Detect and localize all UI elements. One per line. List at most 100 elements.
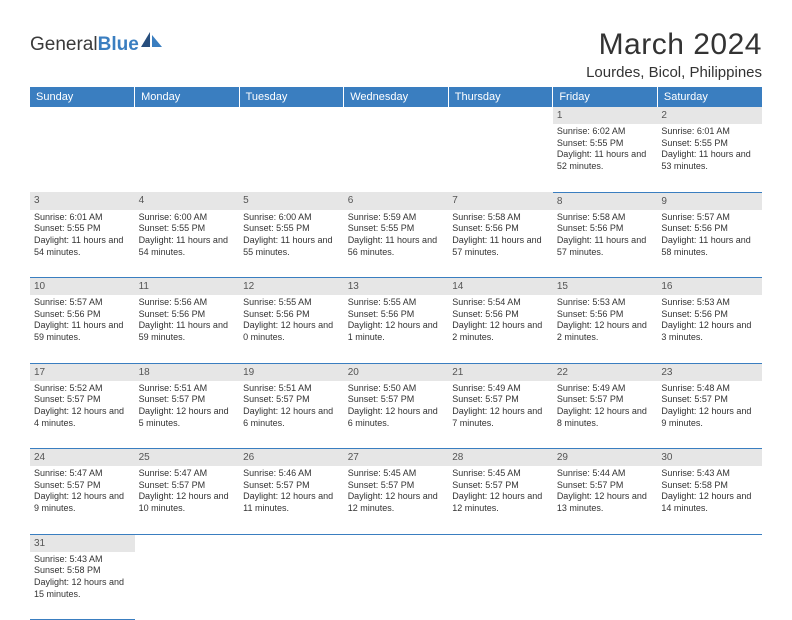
cell-lines: Sunrise: 5:43 AMSunset: 5:58 PMDaylight:… bbox=[661, 468, 758, 515]
logo-word-general: General bbox=[30, 34, 98, 56]
cell-lines: Sunrise: 5:48 AMSunset: 5:57 PMDaylight:… bbox=[661, 383, 758, 430]
day-cell: Sunrise: 6:00 AMSunset: 5:55 PMDaylight:… bbox=[135, 210, 240, 278]
day-cell bbox=[239, 552, 344, 620]
day-cell: Sunrise: 5:55 AMSunset: 5:56 PMDaylight:… bbox=[239, 295, 344, 363]
cell-line: Sunrise: 5:57 AM bbox=[661, 212, 758, 224]
day-cell: Sunrise: 5:53 AMSunset: 5:56 PMDaylight:… bbox=[657, 295, 762, 363]
cell-line: Daylight: 11 hours and 59 minutes. bbox=[34, 320, 131, 343]
day-number bbox=[448, 534, 553, 552]
page: GeneralBlue March 2024 Lourdes, Bicol, P… bbox=[0, 0, 792, 620]
cell-line: Sunset: 5:57 PM bbox=[139, 480, 236, 492]
cell-lines: Sunrise: 5:44 AMSunset: 5:57 PMDaylight:… bbox=[557, 468, 654, 515]
cell-line: Daylight: 11 hours and 53 minutes. bbox=[661, 149, 758, 172]
cell-line: Sunrise: 5:52 AM bbox=[34, 383, 131, 395]
cell-line: Daylight: 12 hours and 4 minutes. bbox=[34, 406, 131, 429]
day-cell: Sunrise: 6:02 AMSunset: 5:55 PMDaylight:… bbox=[553, 124, 658, 192]
cell-line: Sunrise: 6:00 AM bbox=[139, 212, 236, 224]
cell-line: Sunrise: 5:45 AM bbox=[452, 468, 549, 480]
day-cell: Sunrise: 5:57 AMSunset: 5:56 PMDaylight:… bbox=[30, 295, 135, 363]
cell-line: Sunset: 5:57 PM bbox=[348, 480, 445, 492]
day-number bbox=[135, 534, 240, 552]
day-number: 23 bbox=[657, 363, 762, 381]
day-number: 31 bbox=[30, 534, 135, 552]
day-cell: Sunrise: 5:59 AMSunset: 5:55 PMDaylight:… bbox=[344, 210, 449, 278]
day-cell bbox=[657, 552, 762, 620]
day-cell: Sunrise: 6:00 AMSunset: 5:55 PMDaylight:… bbox=[239, 210, 344, 278]
cell-lines: Sunrise: 5:49 AMSunset: 5:57 PMDaylight:… bbox=[557, 383, 654, 430]
day-cell: Sunrise: 6:01 AMSunset: 5:55 PMDaylight:… bbox=[30, 210, 135, 278]
cell-line: Daylight: 12 hours and 12 minutes. bbox=[452, 491, 549, 514]
cell-line: Daylight: 12 hours and 2 minutes. bbox=[452, 320, 549, 343]
day-header: Monday bbox=[135, 87, 240, 107]
day-header: Sunday bbox=[30, 87, 135, 107]
cell-line: Sunrise: 5:51 AM bbox=[139, 383, 236, 395]
cell-lines: Sunrise: 5:43 AMSunset: 5:58 PMDaylight:… bbox=[34, 554, 131, 601]
daynum-row: 17181920212223 bbox=[30, 363, 762, 381]
day-cell: Sunrise: 6:01 AMSunset: 5:55 PMDaylight:… bbox=[657, 124, 762, 192]
day-number: 2 bbox=[657, 107, 762, 124]
cell-line: Sunrise: 5:43 AM bbox=[34, 554, 131, 566]
cell-line: Sunset: 5:56 PM bbox=[139, 309, 236, 321]
day-number: 26 bbox=[239, 449, 344, 467]
day-cell bbox=[448, 124, 553, 192]
cell-lines: Sunrise: 6:00 AMSunset: 5:55 PMDaylight:… bbox=[243, 212, 340, 259]
day-number bbox=[657, 534, 762, 552]
day-number: 16 bbox=[657, 278, 762, 296]
day-cell: Sunrise: 5:49 AMSunset: 5:57 PMDaylight:… bbox=[448, 381, 553, 449]
day-number: 13 bbox=[344, 278, 449, 296]
daynum-row: 31 bbox=[30, 534, 762, 552]
logo-word-blue: Blue bbox=[98, 34, 139, 56]
cell-line: Daylight: 12 hours and 5 minutes. bbox=[139, 406, 236, 429]
day-number: 29 bbox=[553, 449, 658, 467]
cell-line: Daylight: 11 hours and 56 minutes. bbox=[348, 235, 445, 258]
cell-line: Sunset: 5:56 PM bbox=[348, 309, 445, 321]
cell-line: Sunset: 5:56 PM bbox=[661, 309, 758, 321]
cell-line: Sunset: 5:56 PM bbox=[557, 223, 654, 235]
day-number: 7 bbox=[448, 192, 553, 210]
cell-lines: Sunrise: 5:57 AMSunset: 5:56 PMDaylight:… bbox=[34, 297, 131, 344]
cell-line: Sunset: 5:55 PM bbox=[34, 223, 131, 235]
cell-line: Sunrise: 6:01 AM bbox=[661, 126, 758, 138]
cell-lines: Sunrise: 5:51 AMSunset: 5:57 PMDaylight:… bbox=[139, 383, 236, 430]
day-number: 28 bbox=[448, 449, 553, 467]
content-row: Sunrise: 5:57 AMSunset: 5:56 PMDaylight:… bbox=[30, 295, 762, 363]
day-cell: Sunrise: 5:50 AMSunset: 5:57 PMDaylight:… bbox=[344, 381, 449, 449]
cell-line: Sunset: 5:56 PM bbox=[34, 309, 131, 321]
day-header: Friday bbox=[553, 87, 658, 107]
cell-lines: Sunrise: 5:54 AMSunset: 5:56 PMDaylight:… bbox=[452, 297, 549, 344]
cell-lines: Sunrise: 5:51 AMSunset: 5:57 PMDaylight:… bbox=[243, 383, 340, 430]
day-number bbox=[344, 107, 449, 124]
cell-line: Daylight: 12 hours and 14 minutes. bbox=[661, 491, 758, 514]
day-cell: Sunrise: 5:45 AMSunset: 5:57 PMDaylight:… bbox=[448, 466, 553, 534]
day-number: 14 bbox=[448, 278, 553, 296]
day-number bbox=[553, 534, 658, 552]
cell-line: Sunset: 5:56 PM bbox=[557, 309, 654, 321]
cell-lines: Sunrise: 5:47 AMSunset: 5:57 PMDaylight:… bbox=[34, 468, 131, 515]
daynum-row: 12 bbox=[30, 107, 762, 124]
day-number: 10 bbox=[30, 278, 135, 296]
cell-lines: Sunrise: 5:53 AMSunset: 5:56 PMDaylight:… bbox=[557, 297, 654, 344]
day-cell: Sunrise: 5:44 AMSunset: 5:57 PMDaylight:… bbox=[553, 466, 658, 534]
day-number: 30 bbox=[657, 449, 762, 467]
header: GeneralBlue March 2024 Lourdes, Bicol, P… bbox=[30, 28, 762, 81]
cell-line: Daylight: 12 hours and 3 minutes. bbox=[661, 320, 758, 343]
cell-lines: Sunrise: 5:59 AMSunset: 5:55 PMDaylight:… bbox=[348, 212, 445, 259]
cell-line: Daylight: 12 hours and 12 minutes. bbox=[348, 491, 445, 514]
day-cell: Sunrise: 5:51 AMSunset: 5:57 PMDaylight:… bbox=[135, 381, 240, 449]
day-cell: Sunrise: 5:46 AMSunset: 5:57 PMDaylight:… bbox=[239, 466, 344, 534]
day-cell bbox=[553, 552, 658, 620]
day-number: 17 bbox=[30, 363, 135, 381]
calendar-body: 12Sunrise: 6:02 AMSunset: 5:55 PMDayligh… bbox=[30, 107, 762, 620]
day-cell: Sunrise: 5:49 AMSunset: 5:57 PMDaylight:… bbox=[553, 381, 658, 449]
day-number: 6 bbox=[344, 192, 449, 210]
cell-line: Sunrise: 5:59 AM bbox=[348, 212, 445, 224]
cell-line: Sunrise: 5:53 AM bbox=[557, 297, 654, 309]
cell-line: Sunrise: 5:50 AM bbox=[348, 383, 445, 395]
cell-line: Sunrise: 6:00 AM bbox=[243, 212, 340, 224]
day-cell bbox=[344, 124, 449, 192]
cell-line: Daylight: 12 hours and 0 minutes. bbox=[243, 320, 340, 343]
cell-line: Daylight: 12 hours and 1 minute. bbox=[348, 320, 445, 343]
cell-line: Sunset: 5:57 PM bbox=[34, 480, 131, 492]
cell-lines: Sunrise: 6:00 AMSunset: 5:55 PMDaylight:… bbox=[139, 212, 236, 259]
cell-lines: Sunrise: 5:45 AMSunset: 5:57 PMDaylight:… bbox=[348, 468, 445, 515]
